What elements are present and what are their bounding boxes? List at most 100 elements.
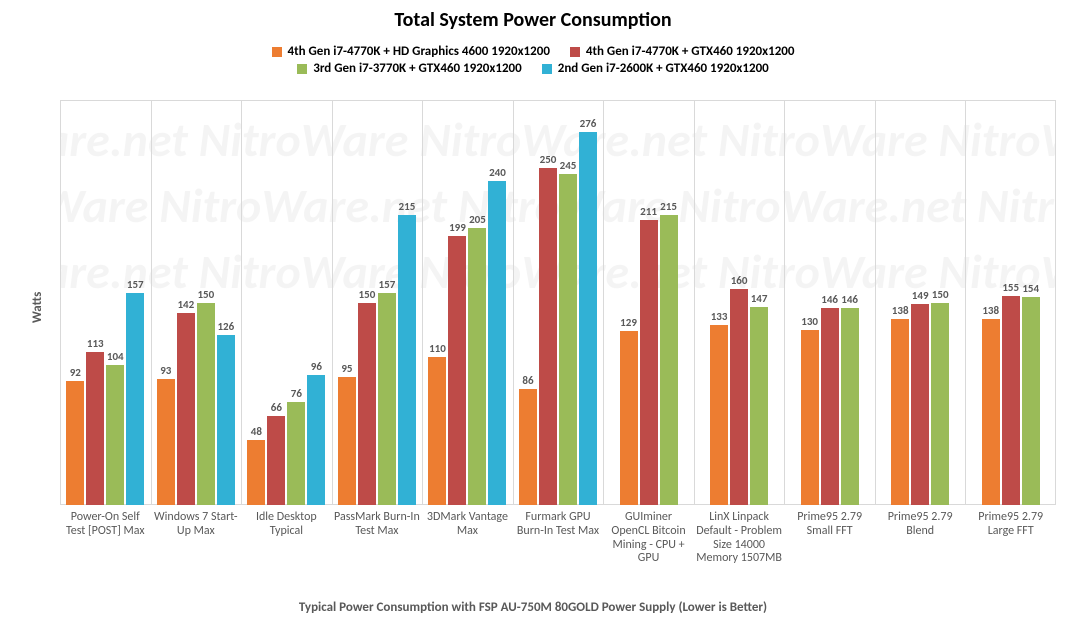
bar-value-label: 146 — [841, 293, 858, 306]
bar: 104 — [106, 365, 124, 505]
bar: 93 — [157, 379, 175, 505]
bar: 150 — [931, 303, 949, 506]
bar: 76 — [287, 402, 305, 505]
bar-value-label: 76 — [291, 387, 302, 400]
legend-item-1: 4th Gen i7-4770K + GTX460 1920x1200 — [570, 44, 795, 59]
legend-row-1: 4th Gen i7-4770K + HD Graphics 4600 1920… — [100, 44, 966, 59]
bar-value-label: 157 — [379, 278, 396, 291]
category-divider — [875, 100, 876, 505]
bar: 199 — [448, 236, 466, 505]
bar: 215 — [398, 215, 416, 505]
chart-container: Total System Power Consumption 4th Gen i… — [0, 0, 1066, 639]
legend-item-2: 3rd Gen i7-3770K + GTX460 1920x1200 — [297, 61, 522, 76]
bar-value-label: 113 — [87, 337, 104, 350]
category-divider — [784, 100, 785, 505]
x-axis-category-label: Idle Desktop Typical — [243, 511, 330, 539]
watermark-line: NitroWare.net NitroWare NitroWare.net Ni… — [60, 176, 1056, 235]
bar-value-label: 126 — [217, 320, 234, 333]
bar-value-label: 110 — [429, 342, 446, 355]
bar: 146 — [821, 308, 839, 505]
bar: 142 — [177, 313, 195, 505]
bar: 96 — [307, 375, 325, 505]
bar-value-label: 130 — [801, 315, 818, 328]
legend-item-0: 4th Gen i7-4770K + HD Graphics 4600 1920… — [272, 44, 550, 59]
bar-value-label: 129 — [620, 316, 637, 329]
category-divider — [603, 100, 604, 505]
bar-value-label: 133 — [711, 310, 728, 323]
bar-value-label: 96 — [311, 360, 322, 373]
bar: 146 — [841, 308, 859, 505]
legend-swatch-1 — [570, 47, 580, 57]
category-divider — [422, 100, 423, 505]
bar-value-label: 138 — [892, 304, 909, 317]
category-divider — [513, 100, 514, 505]
bar: 126 — [217, 335, 235, 505]
bar-value-label: 154 — [1022, 282, 1039, 295]
bar: 147 — [750, 307, 768, 505]
legend-swatch-3 — [542, 64, 552, 74]
x-axis-category-label: GUIminer OpenCL Bitcoin Mining - CPU + G… — [605, 511, 692, 566]
x-axis-category-label: Windows 7 Start-Up Max — [153, 511, 240, 539]
bar: 160 — [730, 289, 748, 505]
bar-value-label: 138 — [982, 304, 999, 317]
legend-swatch-2 — [297, 64, 307, 74]
bar-value-label: 245 — [560, 159, 577, 172]
bar-value-label: 93 — [160, 364, 171, 377]
bar-value-label: 155 — [1002, 281, 1019, 294]
legend-item-3: 2nd Gen i7-2600K + GTX460 1920x1200 — [542, 61, 769, 76]
bar-value-label: 150 — [932, 288, 949, 301]
category-divider — [694, 100, 695, 505]
bar: 157 — [378, 293, 396, 505]
bar-value-label: 160 — [731, 274, 748, 287]
bar: 157 — [126, 293, 144, 505]
bar-value-label: 150 — [197, 288, 214, 301]
bar: 138 — [891, 319, 909, 505]
bar-value-label: 86 — [522, 374, 533, 387]
plot-area: NitroWare.net NitroWare NitroWare.net Ni… — [60, 100, 1056, 505]
bar: 113 — [86, 352, 104, 505]
bar-value-label: 157 — [127, 278, 144, 291]
bar: 155 — [1002, 296, 1020, 505]
x-axis-title: Typical Power Consumption with FSP AU-75… — [0, 600, 1066, 615]
x-axis-category-label: Prime95 2.79 Small FFT — [786, 511, 873, 539]
bar: 138 — [982, 319, 1000, 505]
bar-value-label: 205 — [469, 213, 486, 226]
bar-value-label: 215 — [399, 200, 416, 213]
bar: 48 — [247, 440, 265, 505]
bar: 92 — [66, 381, 84, 505]
category-divider — [332, 100, 333, 505]
legend-swatch-0 — [272, 47, 282, 57]
bar: 150 — [358, 303, 376, 506]
bar-value-label: 147 — [751, 292, 768, 305]
bar: 205 — [468, 228, 486, 505]
bar-value-label: 211 — [640, 205, 657, 218]
x-axis-category-label: Prime95 2.79 Blend — [877, 511, 964, 539]
bar-value-label: 48 — [251, 425, 262, 438]
bar-value-label: 104 — [107, 350, 124, 363]
category-divider — [965, 100, 966, 505]
legend-label-3: 2nd Gen i7-2600K + GTX460 1920x1200 — [558, 61, 769, 76]
bar: 240 — [488, 181, 506, 505]
y-axis-title: Watts — [30, 291, 45, 322]
bar-value-label: 142 — [177, 298, 194, 311]
x-axis-category-label: LinX Linpack Default - Problem Size 1400… — [696, 511, 783, 566]
watermark-line: NitroWare.net NitroWare NitroWare.net Ni… — [60, 110, 1056, 169]
bar: 245 — [559, 174, 577, 505]
x-axis-category-label: Power-On Self Test [POST] Max — [62, 511, 149, 539]
bar: 133 — [710, 325, 728, 505]
category-divider — [151, 100, 152, 505]
legend-label-1: 4th Gen i7-4770K + GTX460 1920x1200 — [586, 44, 795, 59]
bar: 95 — [338, 377, 356, 505]
bar-value-label: 199 — [449, 221, 466, 234]
legend: 4th Gen i7-4770K + HD Graphics 4600 1920… — [0, 42, 1066, 78]
bar-value-label: 276 — [580, 117, 597, 130]
bar-value-label: 146 — [821, 293, 838, 306]
bar-value-label: 250 — [540, 153, 557, 166]
x-axis-category-label: PassMark Burn-In Test Max — [334, 511, 421, 539]
bar: 86 — [519, 389, 537, 505]
bar: 211 — [640, 220, 658, 505]
bar: 110 — [428, 357, 446, 506]
x-axis-category-label: Furmark GPU Burn-In Test Max — [515, 511, 602, 539]
bar-value-label: 240 — [489, 166, 506, 179]
bar: 130 — [801, 330, 819, 506]
